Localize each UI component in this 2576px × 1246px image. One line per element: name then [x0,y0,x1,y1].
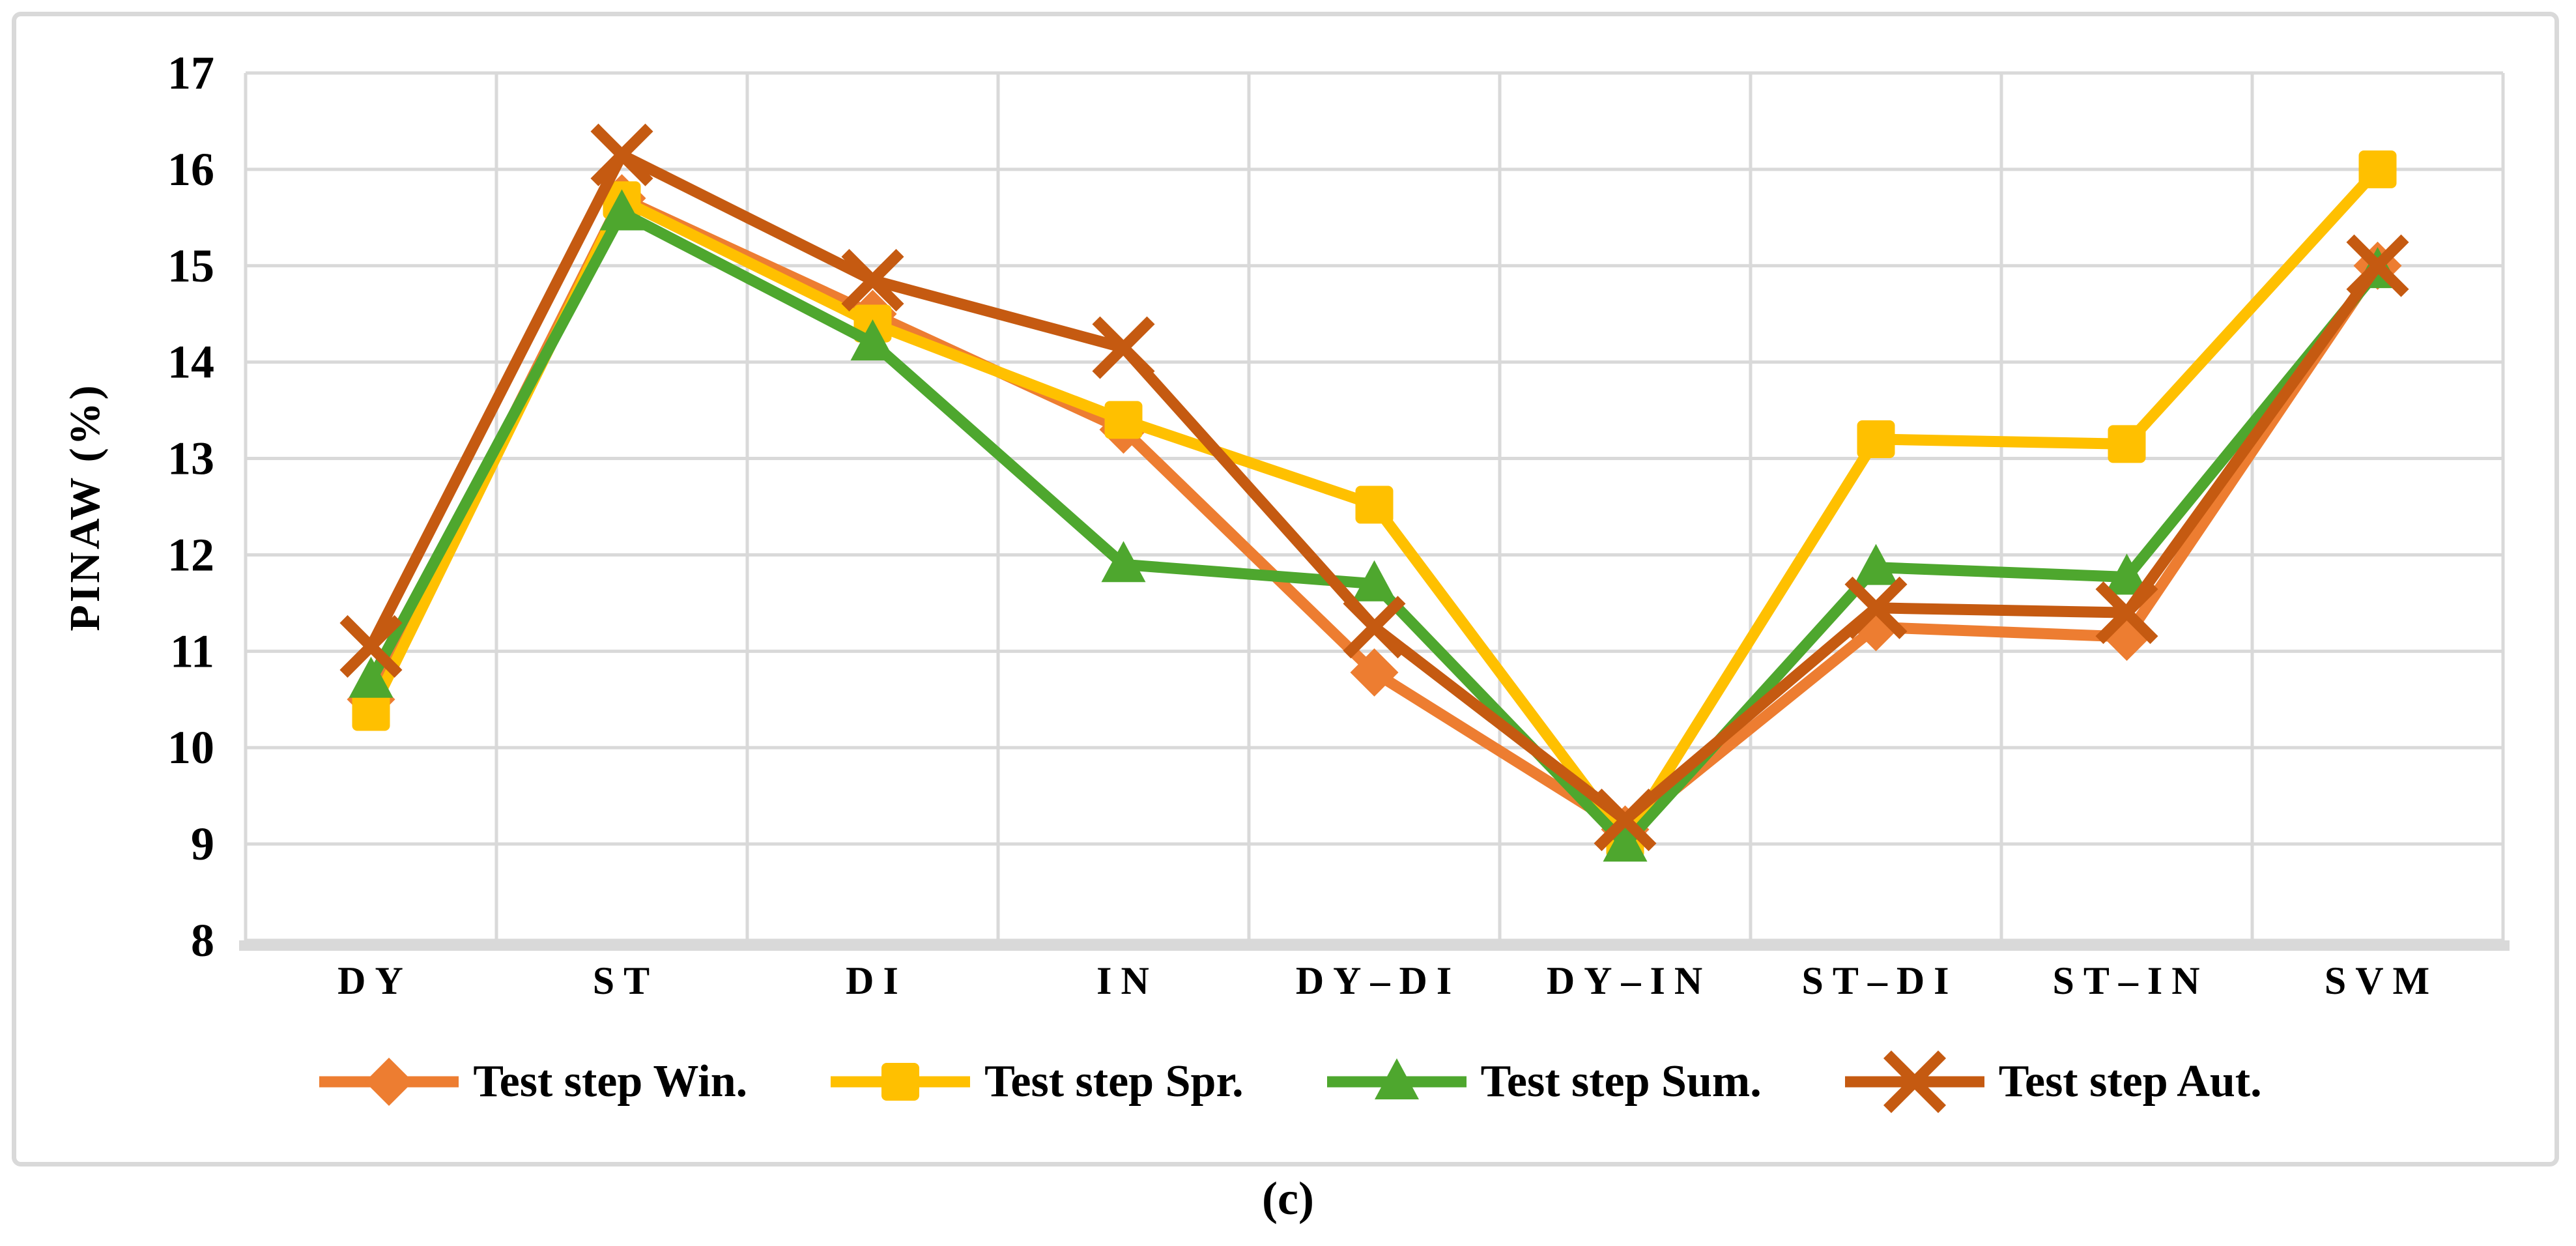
x-category-label: DI [846,959,908,1002]
legend-marker-win-icon [319,1058,459,1106]
legend-item-spr: Test step Spr. [825,1050,1244,1113]
data-point-marker [1101,541,1146,583]
data-point-marker [1343,596,1406,659]
legend-marker-aut-icon [1844,1050,1984,1113]
data-point-marker [2095,581,2158,645]
legend-label-win: Test step Win. [473,1056,748,1107]
data-point-marker [365,1058,414,1106]
y-tick-label: 12 [167,529,214,581]
data-point-marker [2358,150,2397,188]
y-tick-label: 13 [167,433,214,485]
data-point-marker [352,693,390,731]
y-tick-label: 9 [191,818,214,870]
x-category-label: ST–DI [1801,959,1958,1002]
legend-item-aut: Test step Aut. [1840,1050,2262,1113]
y-axis-title: PINAW (%) [61,383,109,631]
legend-label-spr: Test step Spr. [984,1056,1244,1107]
legend-marker-sum-icon [1326,1058,1467,1099]
x-category-label: ST [593,959,659,1002]
legend-item-win: Test step Win. [314,1050,747,1113]
data-point-marker [599,189,644,231]
legend-label-aut: Test step Aut. [1998,1056,2262,1107]
x-category-label: DY–DI [1296,959,1461,1002]
series-line [366,207,2383,850]
data-point-marker [2104,553,2149,595]
y-tick-label: 15 [167,240,214,292]
data-point-marker [1844,576,1908,639]
data-point-marker [349,656,394,698]
legend-marker-spr-icon [831,1063,971,1101]
data-point-marker [881,1063,920,1101]
line-chart: 8 9 10 11 12 13 14 15 16 17 DY ST DI IN DY–DI DY–IN ST–D… [61,47,2510,1002]
data-point-marker [1857,420,1895,458]
y-tick-label: 16 [167,143,214,196]
data-point-marker [2346,234,2409,297]
y-tick-label: 11 [170,625,214,677]
data-point-marker [590,123,653,186]
data-point-marker [1355,485,1394,524]
x-category-label: SVM [2325,959,2439,1002]
data-point-marker [1350,648,1399,697]
data-point-marker [2108,425,2146,463]
x-category-label: IN [1096,959,1158,1002]
series-Test step Spr. [352,150,2397,858]
figure-border [12,12,2559,1166]
data-point-marker [1092,316,1155,379]
data-point-marker [1104,401,1143,439]
data-point-marker [1352,560,1397,601]
data-point-marker [841,248,904,312]
y-tick-label: 14 [167,336,214,388]
x-category-label: DY [337,959,412,1002]
y-tick-label: 17 [167,47,214,99]
series-Test step Aut. [339,123,2409,852]
y-tick-label: 8 [191,914,214,966]
axis-labels: 8 9 10 11 12 13 14 15 16 17 DY ST DI IN DY–DI DY–IN ST–D… [167,47,2439,1002]
data-point-marker [1883,1050,1946,1113]
legend-item-sum: Test step Sum. [1322,1050,1762,1113]
chart-legend: Test step Win. Test step Spr. Test step … [0,1050,2576,1113]
series-lines [339,123,2409,862]
legend-label-sum: Test step Sum. [1480,1056,1762,1107]
series-Test step Sum. [349,189,2400,862]
data-point-marker [1603,820,1648,862]
x-category-label: DY–IN [1547,959,1711,1002]
y-tick-label: 10 [167,721,214,774]
x-category-label: ST–IN [2052,959,2209,1002]
data-point-marker [1853,543,1898,585]
data-point-marker [850,319,895,361]
figure-caption: (c) [1262,1172,1314,1224]
data-point-marker [1594,789,1657,852]
data-point-marker [1374,1058,1419,1099]
data-point-marker [339,615,403,678]
